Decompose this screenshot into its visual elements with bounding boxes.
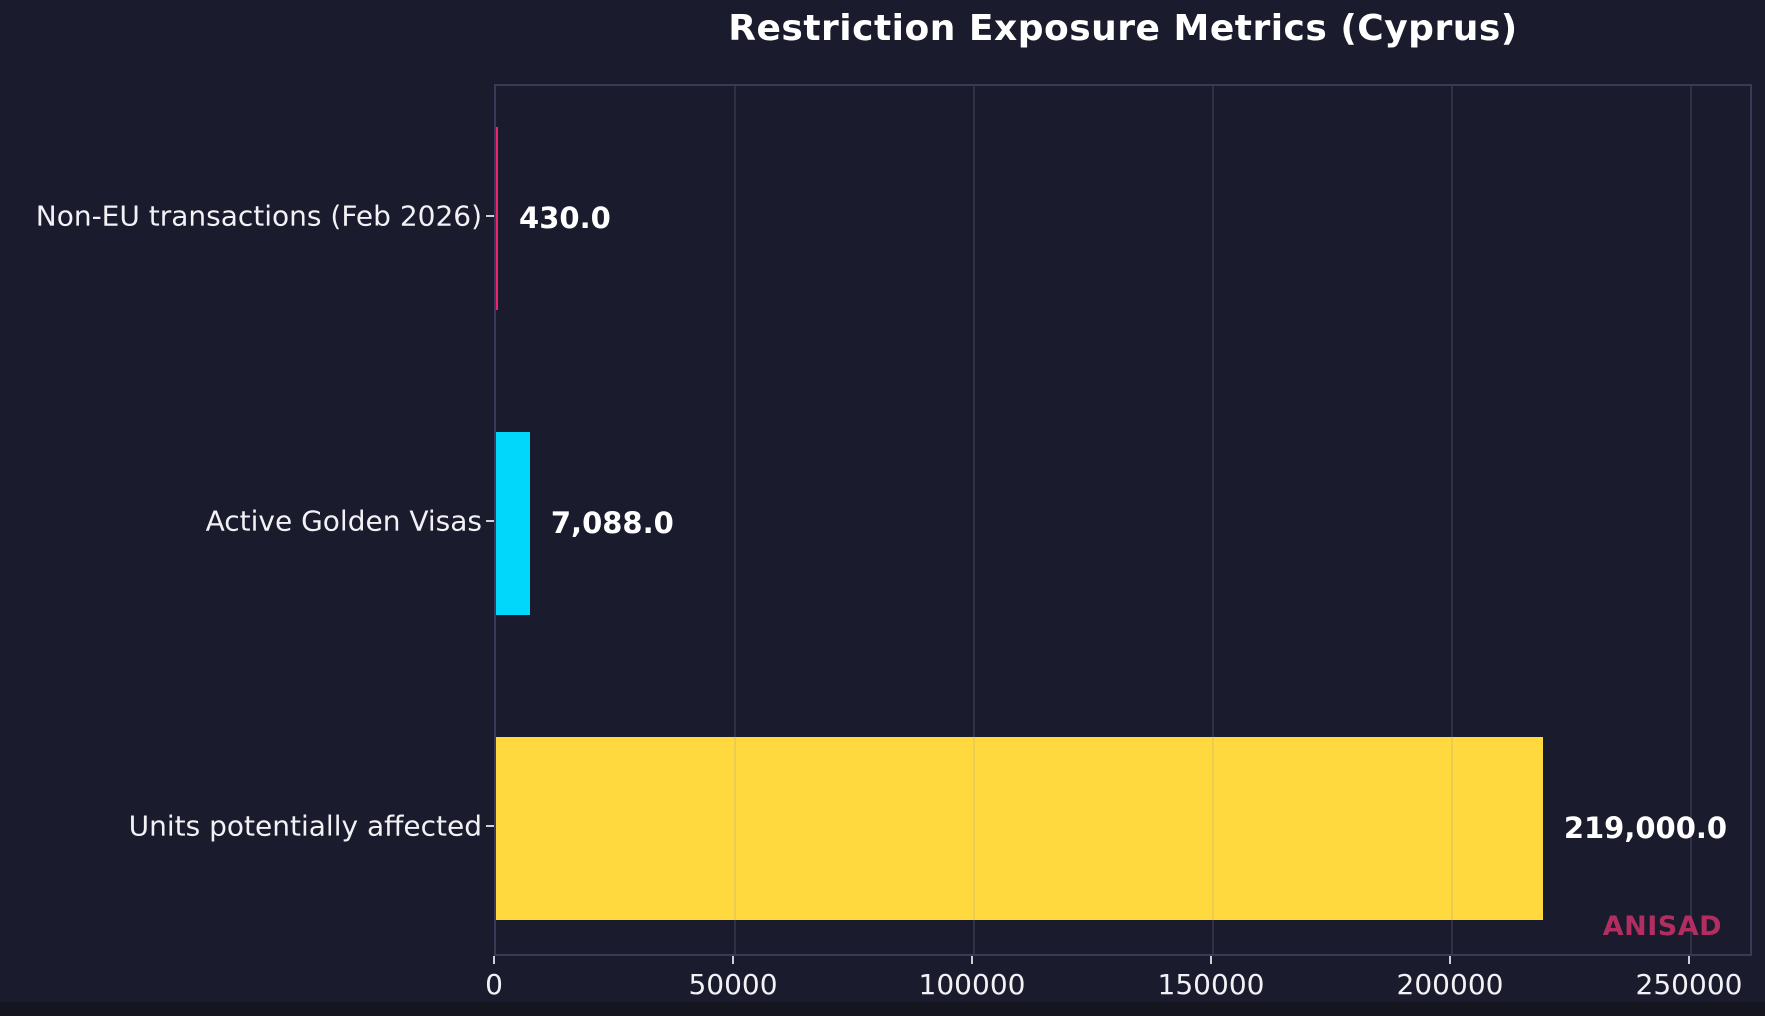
bar-1	[496, 126, 499, 310]
x-tick-mark	[1210, 956, 1212, 964]
x-tick-label: 150000	[1157, 968, 1265, 1001]
bar-value-label: 430.0	[519, 201, 611, 235]
x-tick-label: 200000	[1396, 968, 1504, 1001]
gridline-x-200000	[1451, 86, 1453, 954]
x-tick-mark	[1449, 956, 1451, 964]
x-tick-label: 0	[485, 968, 503, 1001]
x-tick-label: 250000	[1635, 968, 1743, 1001]
bar-value-label: 219,000.0	[1563, 811, 1728, 845]
x-tick-mark	[732, 956, 734, 964]
x-tick-label: 100000	[918, 968, 1026, 1001]
gridline-x-50000	[734, 86, 736, 954]
y-tick-label: Non-EU transactions (Feb 2026)	[35, 199, 482, 233]
x-tick-mark	[1688, 956, 1690, 964]
y-tick-mark	[486, 825, 494, 827]
bar-value-label: 7,088.0	[550, 506, 674, 540]
bar-2	[496, 431, 530, 615]
bottom-strip	[0, 1002, 1765, 1016]
x-tick-mark	[493, 956, 495, 964]
y-tick-mark	[486, 520, 494, 522]
x-tick-label: 50000	[688, 968, 778, 1001]
gridline-x-100000	[973, 86, 975, 954]
watermark-text: ANISAD	[1602, 911, 1722, 942]
chart-title: Restriction Exposure Metrics (Cyprus)	[728, 8, 1518, 49]
y-tick-label: Active Golden Visas	[205, 504, 482, 538]
gridline-x-250000	[1690, 86, 1692, 954]
gridline-x-150000	[1212, 86, 1214, 954]
x-tick-mark	[971, 956, 973, 964]
y-tick-label: Units potentially affected	[128, 809, 482, 843]
plot-area: 430.0 7,088.0 219,000.0 ANISAD	[494, 84, 1752, 956]
bar-3	[496, 736, 1543, 920]
y-tick-mark	[486, 215, 494, 217]
